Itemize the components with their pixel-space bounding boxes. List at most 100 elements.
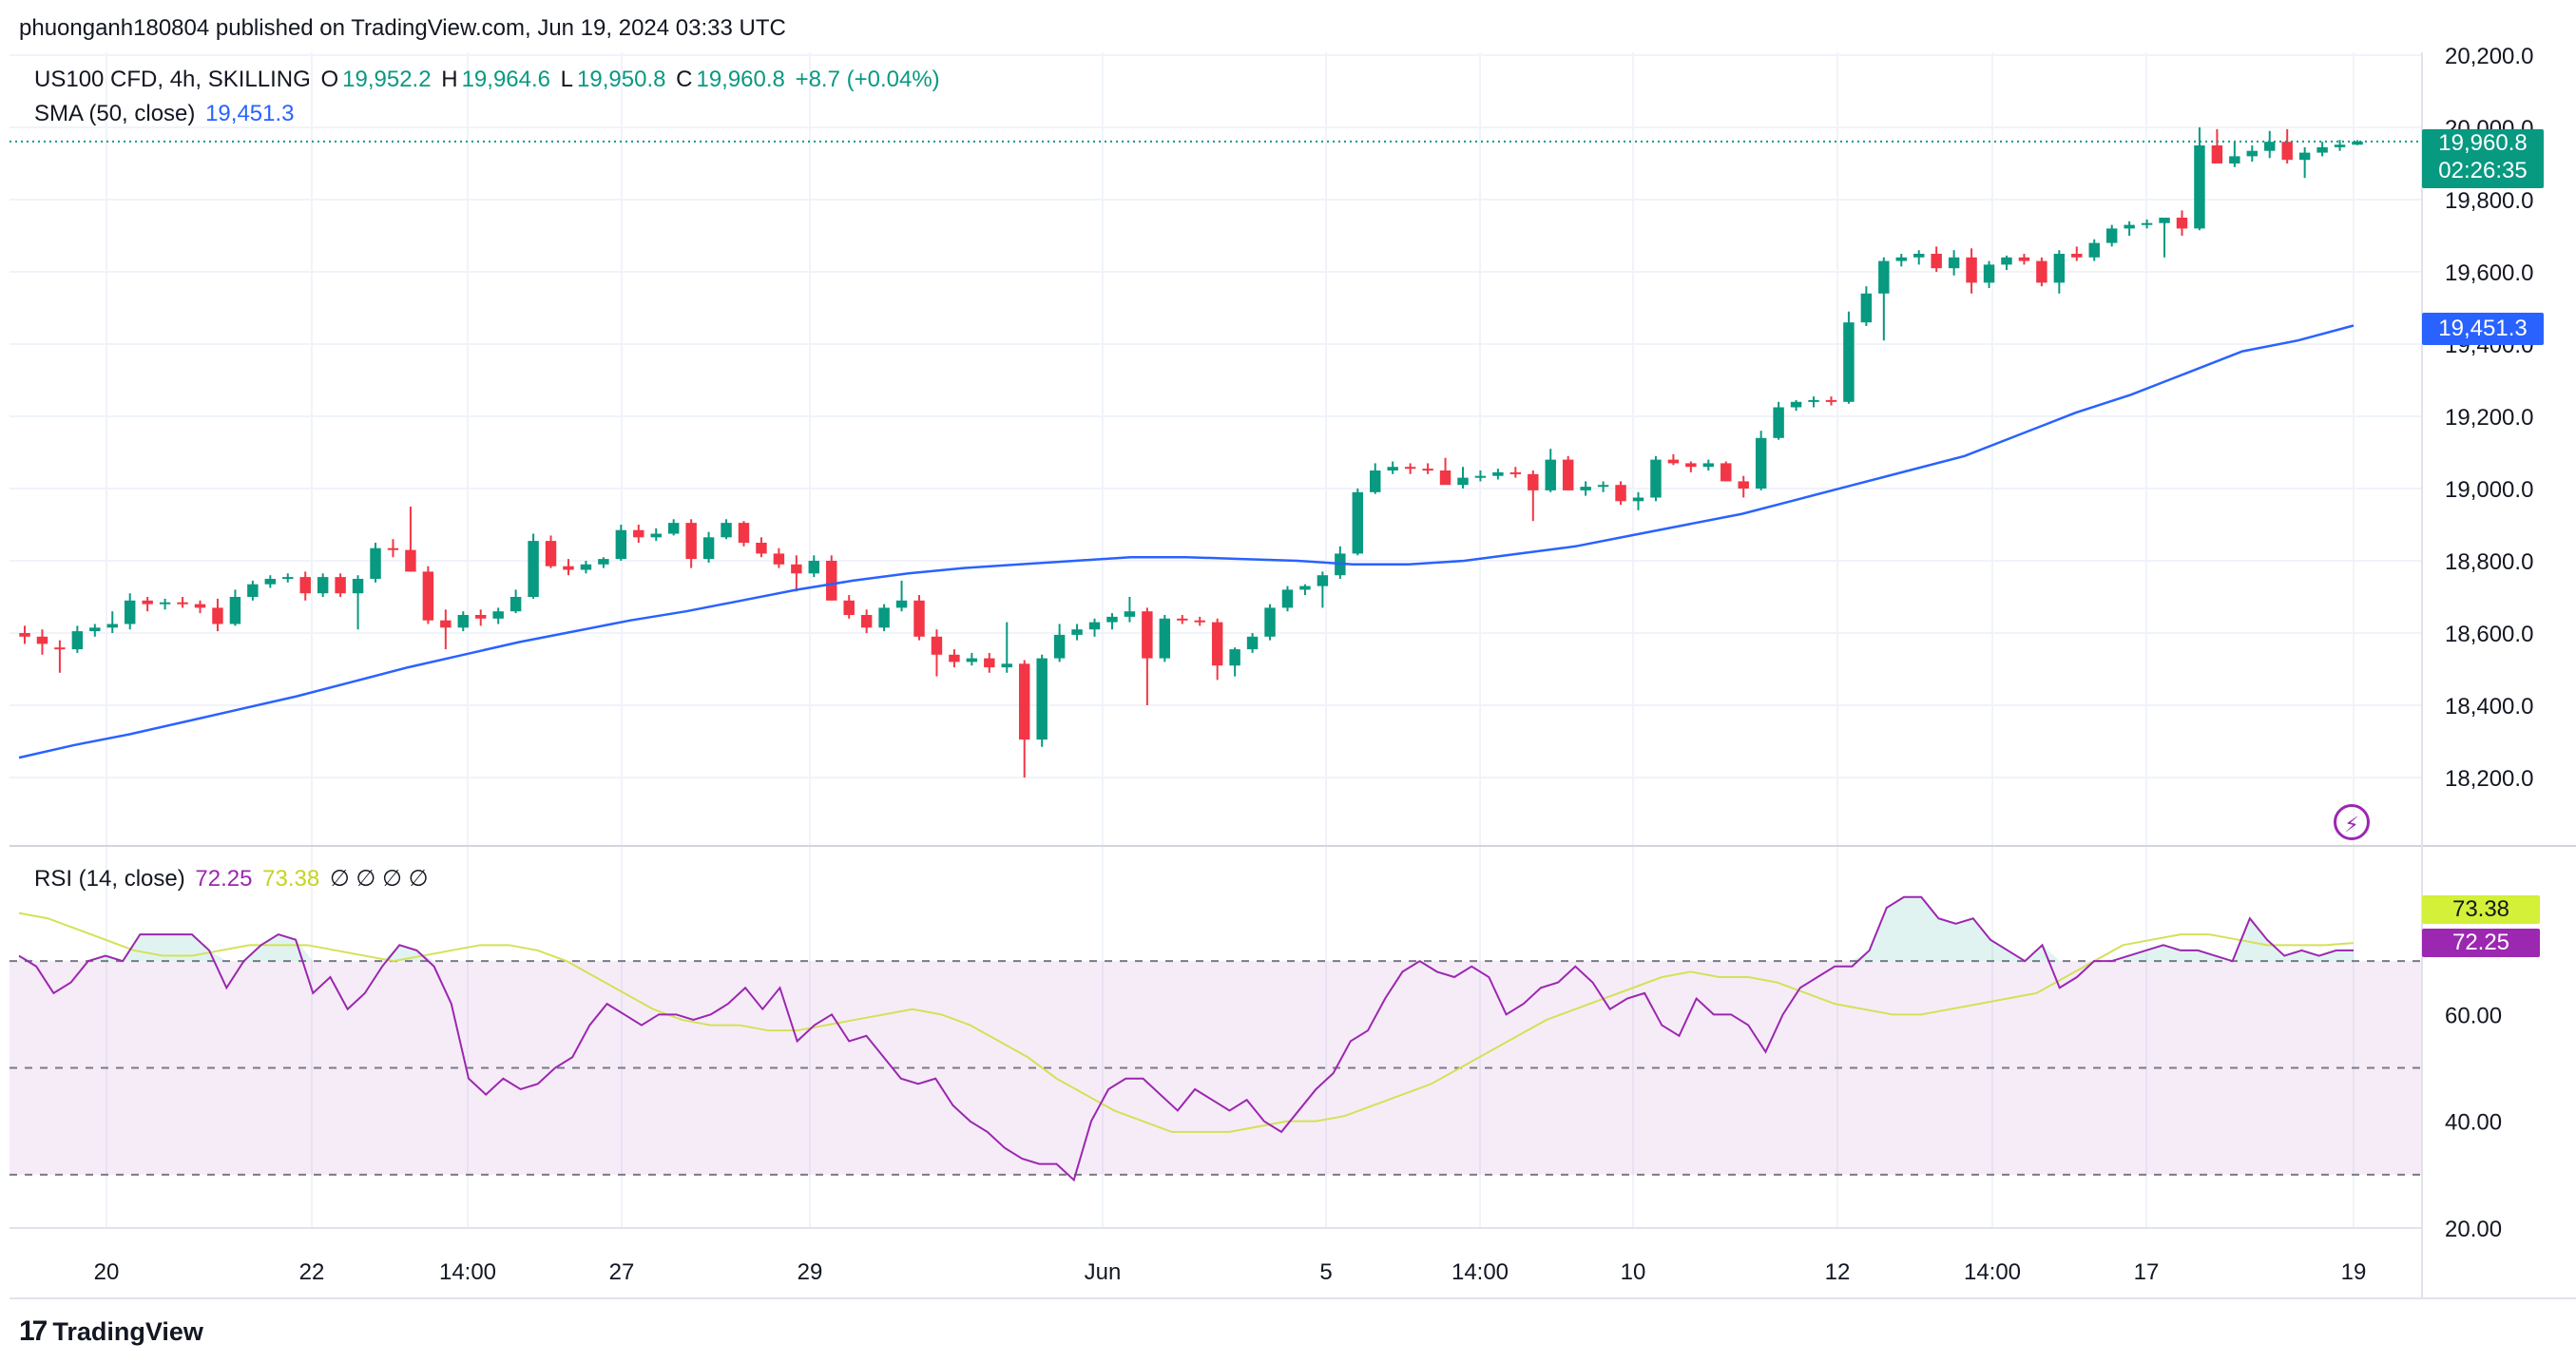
candle-body — [1580, 487, 1591, 490]
candle-body — [984, 658, 995, 668]
lightning-icon[interactable]: ⚡ — [2334, 804, 2370, 840]
candle-body — [1474, 475, 1487, 478]
rsi-nan-marks: ∅ ∅ ∅ ∅ — [329, 866, 429, 892]
rsi-value: 72.25 — [195, 866, 253, 892]
rsi-label[interactable]: RSI (14, close) — [34, 866, 185, 892]
rsi-lines — [18, 895, 2355, 1182]
axes: 20,200.020,000.019,800.019,600.019,400.0… — [10, 44, 2576, 1299]
candle-body — [1790, 401, 1802, 408]
candle-body — [913, 600, 925, 637]
rsi-band-background — [10, 960, 2422, 1176]
rsi-tick-label: 40.00 — [2445, 1110, 2502, 1136]
symbol-name[interactable]: US100 CFD, 4h, SKILLING — [34, 67, 311, 92]
candle-body — [966, 658, 978, 662]
candle-body — [71, 631, 84, 650]
price-tick-label: 20,200.0 — [2445, 44, 2533, 69]
sma-legend: SMA (50, close) 19,451.3 — [34, 101, 298, 127]
rsi-tick-label: 20.00 — [2445, 1217, 2502, 1242]
candle-body — [475, 615, 487, 619]
candle-body — [667, 523, 680, 534]
candle-body — [1843, 322, 1855, 402]
candle-body — [2281, 142, 2293, 161]
candle-body — [2036, 260, 2047, 283]
candle-body — [1808, 399, 1819, 402]
candle-body — [282, 577, 294, 580]
candle-body — [387, 547, 399, 550]
symbol-legend: US100 CFD, 4h, SKILLING O 19,952.2 H 19,96… — [34, 67, 944, 93]
candle-body — [1053, 634, 1066, 659]
candle-body — [106, 624, 118, 628]
sma-50-line — [18, 324, 2355, 759]
candle-body — [335, 577, 346, 594]
price-tick-label: 19,800.0 — [2445, 188, 2533, 214]
candle-body — [1352, 491, 1364, 554]
candle-body — [2124, 224, 2135, 229]
candle-body — [1966, 257, 1977, 283]
candle-body — [808, 561, 820, 574]
rsi-value-tag: 72.25 — [2422, 929, 2540, 957]
candle-body — [54, 647, 66, 650]
candle-body — [738, 523, 750, 543]
candle-body — [405, 549, 416, 572]
candle-body — [949, 654, 960, 662]
candle-body — [1755, 437, 1767, 489]
rsi-ma-line — [18, 912, 2355, 1133]
candle-body — [264, 579, 277, 585]
candle-body — [1492, 471, 1504, 476]
sma-value: 19,451.3 — [205, 101, 295, 126]
rsi-ma-tag: 73.38 — [2422, 895, 2540, 924]
candle-body — [1983, 264, 1995, 283]
candle-body — [1106, 616, 1118, 623]
candle-body — [2105, 228, 2118, 243]
low-value: 19,950.8 — [577, 67, 666, 92]
candle-body — [773, 553, 785, 565]
candle-body — [2334, 144, 2346, 147]
candle-body — [1825, 399, 1837, 402]
time-tick-label: 10 — [1621, 1259, 1646, 1285]
tradingview-logo-icon: 17 — [19, 1315, 48, 1347]
candle-body — [615, 529, 627, 560]
candle-body — [1545, 459, 1556, 490]
rsi-legend: RSI (14, close) 72.25 73.38 ∅ ∅ ∅ ∅ — [34, 865, 433, 893]
candle-body — [159, 602, 171, 605]
candle-body — [2018, 257, 2030, 261]
candle-body — [1528, 473, 1539, 490]
candle-body — [528, 541, 539, 597]
candle-body — [2264, 142, 2276, 151]
change-value: +8.7 (+0.04%) — [795, 67, 940, 92]
candle-body — [580, 564, 592, 570]
time-tick-label: 22 — [299, 1259, 325, 1285]
candle-body — [1370, 470, 1381, 492]
candle-body — [1948, 257, 1960, 269]
candle-body — [1264, 607, 1276, 637]
time-tick-label: 17 — [2134, 1259, 2160, 1285]
candle-body — [2316, 146, 2328, 153]
sma-label[interactable]: SMA (50, close) — [34, 101, 196, 126]
candle-body — [1562, 459, 1574, 490]
time-tick-label: Jun — [1085, 1259, 1122, 1285]
candle-body — [2088, 242, 2100, 258]
candle-body — [2071, 254, 2083, 258]
candle-body — [1457, 477, 1469, 486]
time-tick-label: 12 — [1825, 1259, 1851, 1285]
candlestick-series — [10, 127, 2422, 777]
candle-body — [1913, 254, 1925, 258]
price-tick-label: 18,600.0 — [2445, 622, 2533, 647]
candle-body — [721, 523, 732, 538]
candle-body — [19, 633, 30, 637]
candle-body — [1439, 470, 1451, 486]
time-tick-label: 14:00 — [439, 1259, 496, 1285]
candle-body — [1404, 467, 1416, 470]
candle-body — [317, 577, 329, 594]
candle-body — [1721, 463, 1732, 482]
candle-body — [650, 533, 662, 538]
candle-body — [1509, 471, 1522, 474]
candle-body — [1685, 463, 1697, 468]
candle-body — [931, 636, 943, 655]
candle-body — [1878, 260, 1890, 294]
price-tick-label: 18,200.0 — [2445, 766, 2533, 792]
candle-body — [1281, 589, 1294, 608]
candle-body — [1142, 611, 1153, 659]
candle-body — [1632, 497, 1644, 502]
candle-body — [1667, 459, 1680, 464]
